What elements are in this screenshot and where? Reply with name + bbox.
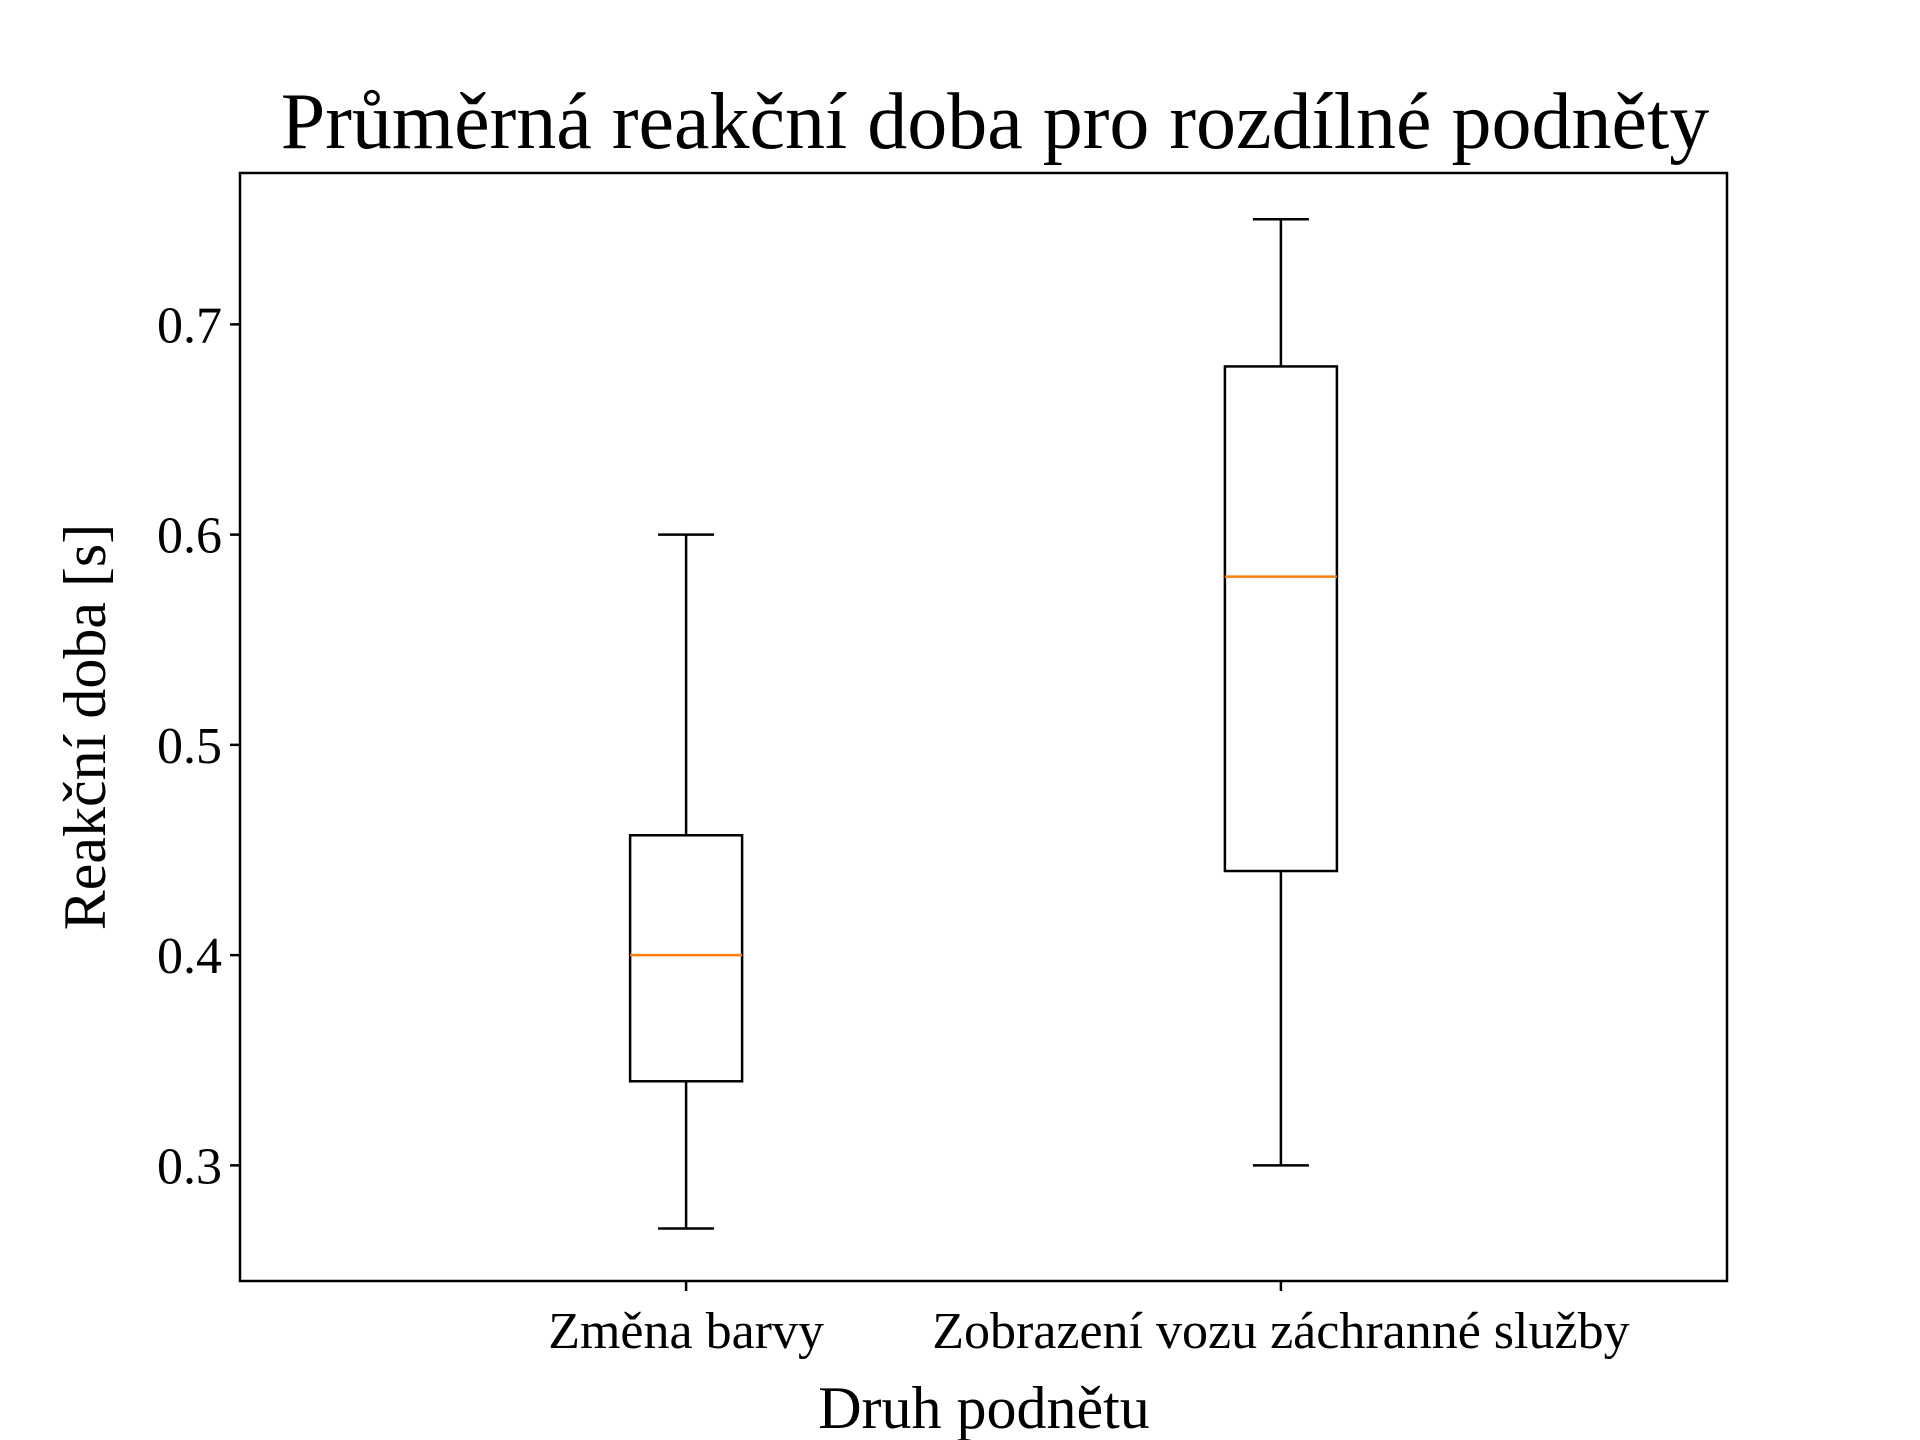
- y-axis-label: Reakční doba [s]: [52, 524, 118, 931]
- box-iqr: [1223, 365, 1339, 873]
- y-tick-label: 0.4: [157, 928, 222, 985]
- y-tick-label: 0.6: [157, 508, 222, 565]
- y-tick-label: 0.5: [157, 718, 222, 775]
- x-axis-label: Druh podnětu: [818, 1375, 1150, 1440]
- chart-title: Průměrná reakční doba pro rozdílné podně…: [281, 78, 1709, 166]
- plot-area-frame: [238, 171, 1729, 1283]
- y-tick-label: 0.7: [157, 297, 222, 354]
- x-tick-label: Změna barvy: [548, 1303, 824, 1360]
- box-iqr: [628, 834, 744, 1083]
- x-tick-label: Zobrazení vozu záchranné služby: [932, 1303, 1629, 1360]
- y-tick-label: 0.3: [157, 1138, 222, 1195]
